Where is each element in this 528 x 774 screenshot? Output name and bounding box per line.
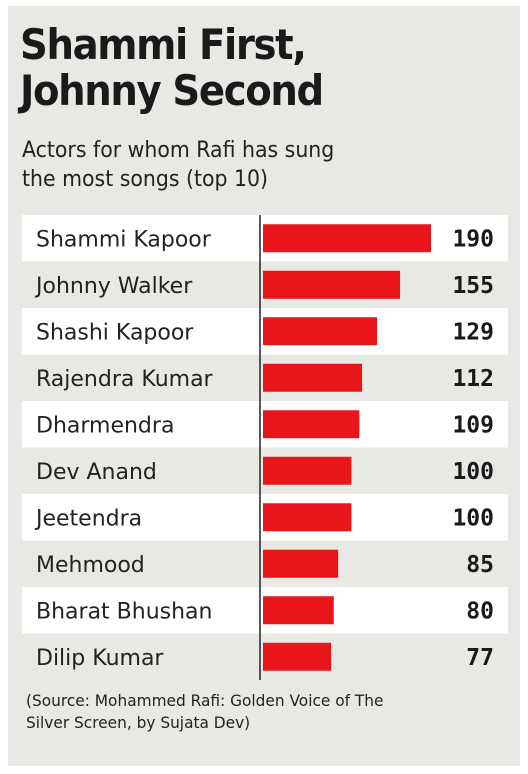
data-label: 112	[452, 366, 494, 392]
chart-subtitle: Actors for whom Rafi has sung the most s…	[22, 136, 413, 194]
bar-label: Dharmendra	[36, 413, 174, 438]
bar	[263, 363, 363, 392]
title-line-1: Shammi First,	[20, 20, 307, 69]
bar-label: Mehmood	[36, 553, 145, 578]
data-label: 100	[452, 459, 494, 485]
data-label: 155	[452, 273, 494, 299]
bar-label: Shammi Kapoor	[36, 227, 212, 252]
subtitle-line-2: the most songs (top 10)	[22, 167, 269, 192]
data-label: 85	[466, 552, 494, 578]
bar	[263, 549, 339, 578]
source-note: (Source: Mohammed Rafi: Golden Voice of …	[26, 690, 477, 734]
bar-label: Dilip Kumar	[36, 646, 164, 671]
bar-label: Bharat Bhushan	[36, 599, 212, 624]
data-label: 109	[452, 412, 494, 438]
source-line-2: Silver Screen, by Sujata Dev)	[26, 713, 251, 732]
subtitle-line-1: Actors for whom Rafi has sung	[22, 138, 335, 163]
bar	[263, 317, 378, 346]
data-label: 190	[452, 226, 494, 252]
bar	[263, 270, 401, 299]
source-line-1: (Source: Mohammed Rafi: Golden Voice of …	[26, 691, 384, 710]
bar-label: Johnny Walker	[34, 274, 193, 299]
data-label: 100	[452, 505, 494, 531]
bar-label: Shashi Kapoor	[36, 320, 194, 345]
data-label: 80	[466, 598, 494, 624]
data-label: 129	[452, 319, 494, 345]
bar	[263, 224, 431, 253]
title-line-2: Johnny Second	[20, 66, 324, 115]
bar	[263, 456, 352, 485]
bar	[263, 596, 334, 625]
data-label: 77	[466, 645, 494, 671]
bar	[263, 410, 360, 439]
bar	[263, 642, 332, 671]
bar	[263, 503, 352, 532]
bar-label: Dev Anand	[36, 460, 157, 485]
bar-label: Jeetendra	[34, 506, 142, 531]
bar-label: Rajendra Kumar	[36, 367, 214, 392]
chart-title: Shammi First, Johnny Second	[20, 22, 462, 114]
